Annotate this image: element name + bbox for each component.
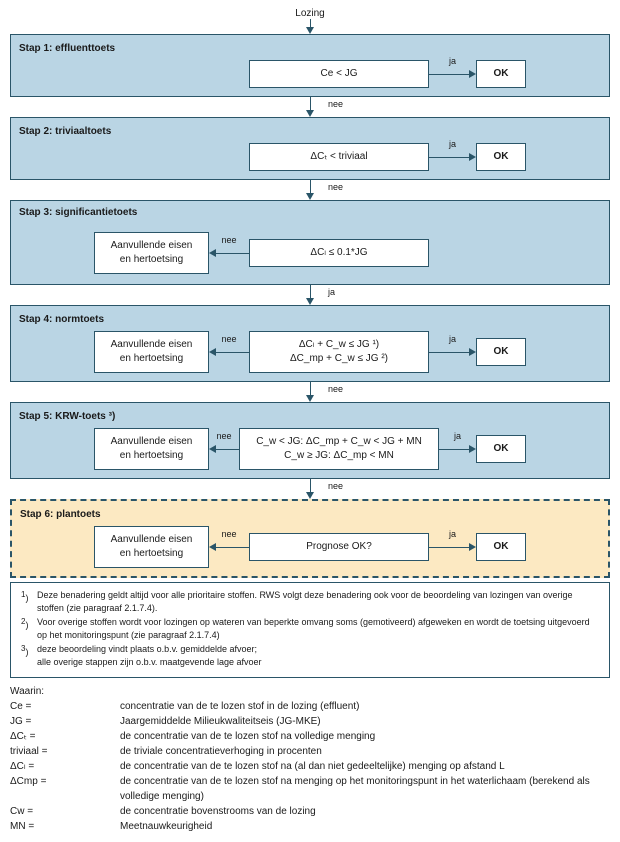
arrow-down-3: ja — [10, 285, 610, 305]
step-4-title: Stap 4: normtoets — [19, 314, 104, 325]
step-3-title: Stap 3: significantietoets — [19, 207, 601, 218]
arrow-right-1: ja — [429, 70, 476, 78]
ok-5: OK — [476, 435, 526, 463]
def-text: Jaargemiddelde Milieukwaliteitseis (JG-M… — [120, 714, 321, 729]
step-4-cond-1: ΔCₗ + C_w ≤ JG ¹) — [260, 338, 418, 352]
step-3-condition: ΔCₗ ≤ 0.1*JG — [249, 239, 429, 267]
nee-label: nee — [209, 529, 249, 539]
step-2-title: Stap 2: triviaaltoets — [19, 126, 111, 137]
step-5: Stap 5: KRW-toets ³) Aanvullende eisen e… — [10, 402, 610, 479]
step-6-condition: Prognose OK? — [249, 533, 429, 561]
ja-label: ja — [439, 431, 476, 441]
note-num-2: 2) — [21, 616, 37, 641]
arrow-right-4: ja — [429, 348, 476, 356]
step-4-condition: ΔCₗ + C_w ≤ JG ¹) ΔC_mp + C_w ≤ JG ²) — [249, 331, 429, 373]
nee-label: nee — [322, 384, 343, 394]
arrow-right-2: ja — [429, 153, 476, 161]
footnotes: 1) Deze benadering geldt altijd voor all… — [10, 582, 610, 678]
def-text: concentratie van de te lozen stof in de … — [120, 699, 359, 714]
nee-label: nee — [209, 431, 239, 441]
arrow-left-4: nee — [209, 348, 249, 356]
step-5-cond-1: C_w < JG: ΔC_mp + C_w < JG + MN — [250, 435, 428, 449]
step-2-condition: ΔCₜ < triviaal — [249, 143, 429, 171]
arrow-left-6: nee — [209, 543, 249, 551]
step-5-title: Stap 5: KRW-toets ³) — [19, 411, 115, 422]
step-1: Stap 1: effluenttoets Ce < JG ja OK — [10, 34, 610, 97]
ja-label: ja — [429, 56, 476, 66]
note-num-1: 1) — [21, 589, 37, 614]
step-3-side: Aanvullende eisen en hertoetsing — [94, 232, 209, 274]
arrow-down-1: nee — [10, 97, 610, 117]
def-term: ΔCₜ = — [10, 729, 120, 744]
note-text-1: Deze benadering geldt altijd voor alle p… — [37, 589, 599, 614]
note-text-3b: alle overige stappen zijn o.b.v. maatgev… — [37, 656, 261, 669]
arrow-right-5: ja — [439, 445, 476, 453]
step-4: Stap 4: normtoets Aanvullende eisen en h… — [10, 305, 610, 382]
top-entry: Lozing — [10, 8, 610, 34]
step-4-side: Aanvullende eisen en hertoetsing — [94, 331, 209, 373]
def-row: Cw =de concentratie bovenstrooms van de … — [10, 804, 610, 819]
step-4-cond-2: ΔC_mp + C_w ≤ JG ²) — [260, 352, 418, 366]
step-1-condition: Ce < JG — [249, 60, 429, 88]
def-term: triviaal = — [10, 744, 120, 759]
arrow-right-6: ja — [429, 543, 476, 551]
ok-6: OK — [476, 533, 526, 561]
step-6: Stap 6: plantoets Aanvullende eisen en h… — [10, 499, 610, 578]
def-term: ΔCmp = — [10, 774, 120, 804]
def-text: de concentratie van de te lozen stof na … — [120, 774, 610, 804]
step-5-side: Aanvullende eisen en hertoetsing — [94, 428, 209, 470]
nee-label: nee — [209, 235, 249, 245]
arrow-down-5: nee — [10, 479, 610, 499]
step-2: Stap 2: triviaaltoets ΔCₜ < triviaal ja … — [10, 117, 610, 180]
ja-label: ja — [322, 287, 335, 297]
def-row: Ce =concentratie van de te lozen stof in… — [10, 699, 610, 714]
step-3: Stap 3: significantietoets Aanvullende e… — [10, 200, 610, 285]
def-row: MN =Meetnauwkeurigheid — [10, 819, 610, 834]
def-term: ΔCₗ = — [10, 759, 120, 774]
step-6-title: Stap 6: plantoets — [20, 509, 101, 520]
nee-label: nee — [322, 99, 343, 109]
arrow-left-5: nee — [209, 445, 239, 453]
def-text: Meetnauwkeurigheid — [120, 819, 212, 834]
def-row: triviaal =de triviale concentratieverhog… — [10, 744, 610, 759]
nee-label: nee — [322, 481, 343, 491]
note-text-2: Voor overige stoffen wordt voor lozingen… — [37, 616, 599, 641]
arrow-down-4: nee — [10, 382, 610, 402]
nee-label: nee — [322, 182, 343, 192]
step-5-cond-2: C_w ≥ JG: ΔC_mp < MN — [250, 449, 428, 463]
definitions: Waarin: Ce =concentratie van de te lozen… — [10, 684, 610, 834]
lozing-label: Lozing — [295, 8, 324, 19]
def-text: de concentratie van de te lozen stof na … — [120, 729, 375, 744]
def-term: Ce = — [10, 699, 120, 714]
arrow-left-3: nee — [209, 249, 249, 257]
def-text: de triviale concentratieverhoging in pro… — [120, 744, 322, 759]
arrow-down-2: nee — [10, 180, 610, 200]
defs-header: Waarin: — [10, 684, 610, 699]
def-row: ΔCₗ =de concentratie van de te lozen sto… — [10, 759, 610, 774]
def-term: JG = — [10, 714, 120, 729]
step-1-title: Stap 1: effluenttoets — [19, 43, 115, 54]
ok-1: OK — [476, 60, 526, 88]
def-row: JG =Jaargemiddelde Milieukwaliteitseis (… — [10, 714, 610, 729]
note-text-3a: deze beoordeling vindt plaats o.b.v. gem… — [37, 643, 261, 656]
def-term: Cw = — [10, 804, 120, 819]
def-row: ΔCₜ =de concentratie van de te lozen sto… — [10, 729, 610, 744]
ok-4: OK — [476, 338, 526, 366]
ja-label: ja — [429, 529, 476, 539]
nee-label: nee — [209, 334, 249, 344]
note-num-3: 3) — [21, 643, 37, 668]
ja-label: ja — [429, 139, 476, 149]
def-text: de concentratie bovenstrooms van de lozi… — [120, 804, 316, 819]
ok-2: OK — [476, 143, 526, 171]
def-row: ΔCmp =de concentratie van de te lozen st… — [10, 774, 610, 804]
def-term: MN = — [10, 819, 120, 834]
step-6-side: Aanvullende eisen en hertoetsing — [94, 526, 209, 568]
def-text: de concentratie van de te lozen stof na … — [120, 759, 505, 774]
step-5-condition: C_w < JG: ΔC_mp + C_w < JG + MN C_w ≥ JG… — [239, 428, 439, 470]
ja-label: ja — [429, 334, 476, 344]
